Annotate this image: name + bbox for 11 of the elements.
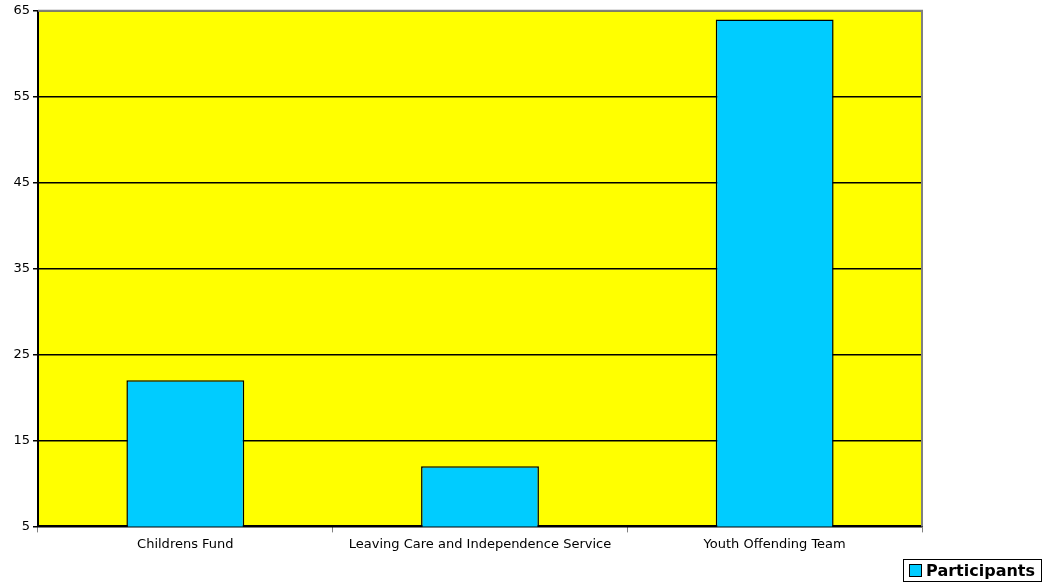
legend-label: Participants (926, 561, 1035, 580)
x-tick-label: Leaving Care and Independence Service (348, 535, 612, 551)
x-tick-label: Youth Offending Team (702, 535, 846, 551)
y-tick-label: 35 (13, 259, 30, 275)
y-tick-label: 65 (13, 2, 30, 18)
y-tick-label: 5 (21, 517, 30, 533)
y-tick-label: 55 (13, 88, 30, 104)
y-tick-label: 15 (13, 431, 30, 447)
y-tick-label: 45 (13, 174, 30, 190)
y-tick-label: 25 (13, 345, 30, 361)
x-tick-label: Childrens Fund (137, 535, 234, 551)
